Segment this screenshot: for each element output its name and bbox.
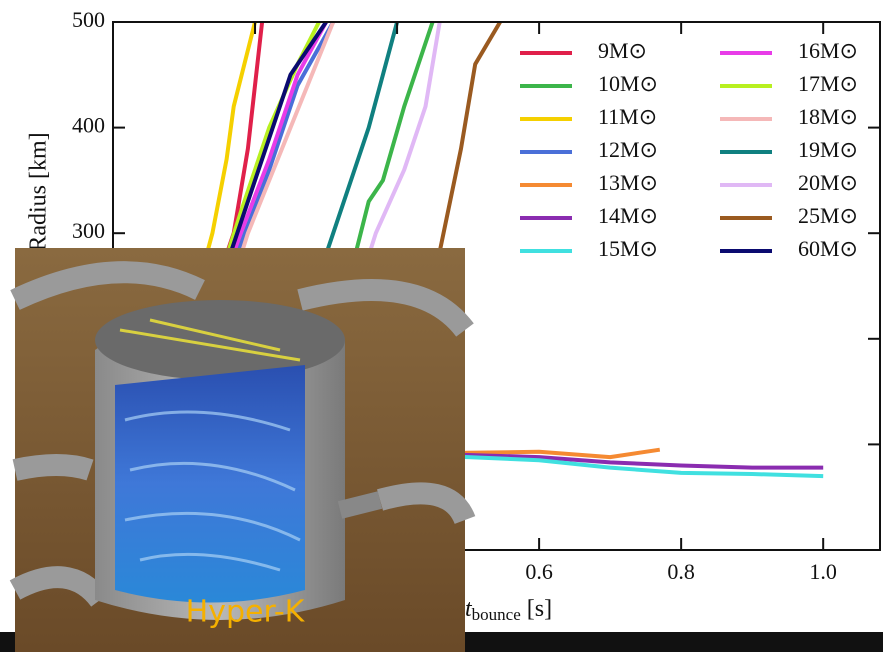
- legend-label: 18M⊙: [798, 104, 858, 129]
- legend-label: 25M⊙: [798, 203, 858, 228]
- y-axis-label: Radius [km]: [26, 132, 52, 251]
- legend-label: 15M⊙: [598, 236, 658, 261]
- legend-label: 14M⊙: [598, 203, 658, 228]
- legend-label: 13M⊙: [598, 170, 658, 195]
- legend-label: 10M⊙: [598, 71, 658, 96]
- series-line: [217, 22, 328, 287]
- legend-label: 11M⊙: [598, 104, 657, 129]
- detector-image: [9, 248, 476, 652]
- image-caption: Hyper-K: [186, 595, 306, 630]
- x-label-unit: [s]: [527, 596, 552, 622]
- legend-label: 17M⊙: [798, 71, 858, 96]
- y-tick-label: 500: [72, 7, 105, 32]
- series-line: [397, 453, 824, 479]
- x-label-var: t: [465, 596, 473, 622]
- legend-label: 60M⊙: [798, 236, 858, 261]
- legend-label: 19M⊙: [798, 137, 858, 162]
- x-label-sub: bounce: [472, 605, 521, 624]
- series-line: [397, 450, 824, 470]
- y-tick-label: 400: [72, 113, 105, 138]
- legend-label: 9M⊙: [598, 38, 647, 63]
- x-axis-label: tbounce [s]: [465, 596, 552, 624]
- x-tick-label: 1.0: [809, 559, 837, 584]
- legend-label: 20M⊙: [798, 170, 858, 195]
- legend-label: 16M⊙: [798, 38, 858, 63]
- y-tick-label: 300: [72, 218, 105, 243]
- legend: 9M⊙ 10M⊙ 11M⊙ 12M⊙ 13M⊙ 14M⊙ 15M⊙ 16M⊙ 17M⊙ 18M⊙ 1…: [520, 38, 858, 261]
- legend-label: 12M⊙: [598, 137, 658, 162]
- x-tick-label: 0.8: [667, 559, 695, 584]
- x-tick-label: 0.6: [525, 559, 553, 584]
- series-line: [430, 22, 502, 287]
